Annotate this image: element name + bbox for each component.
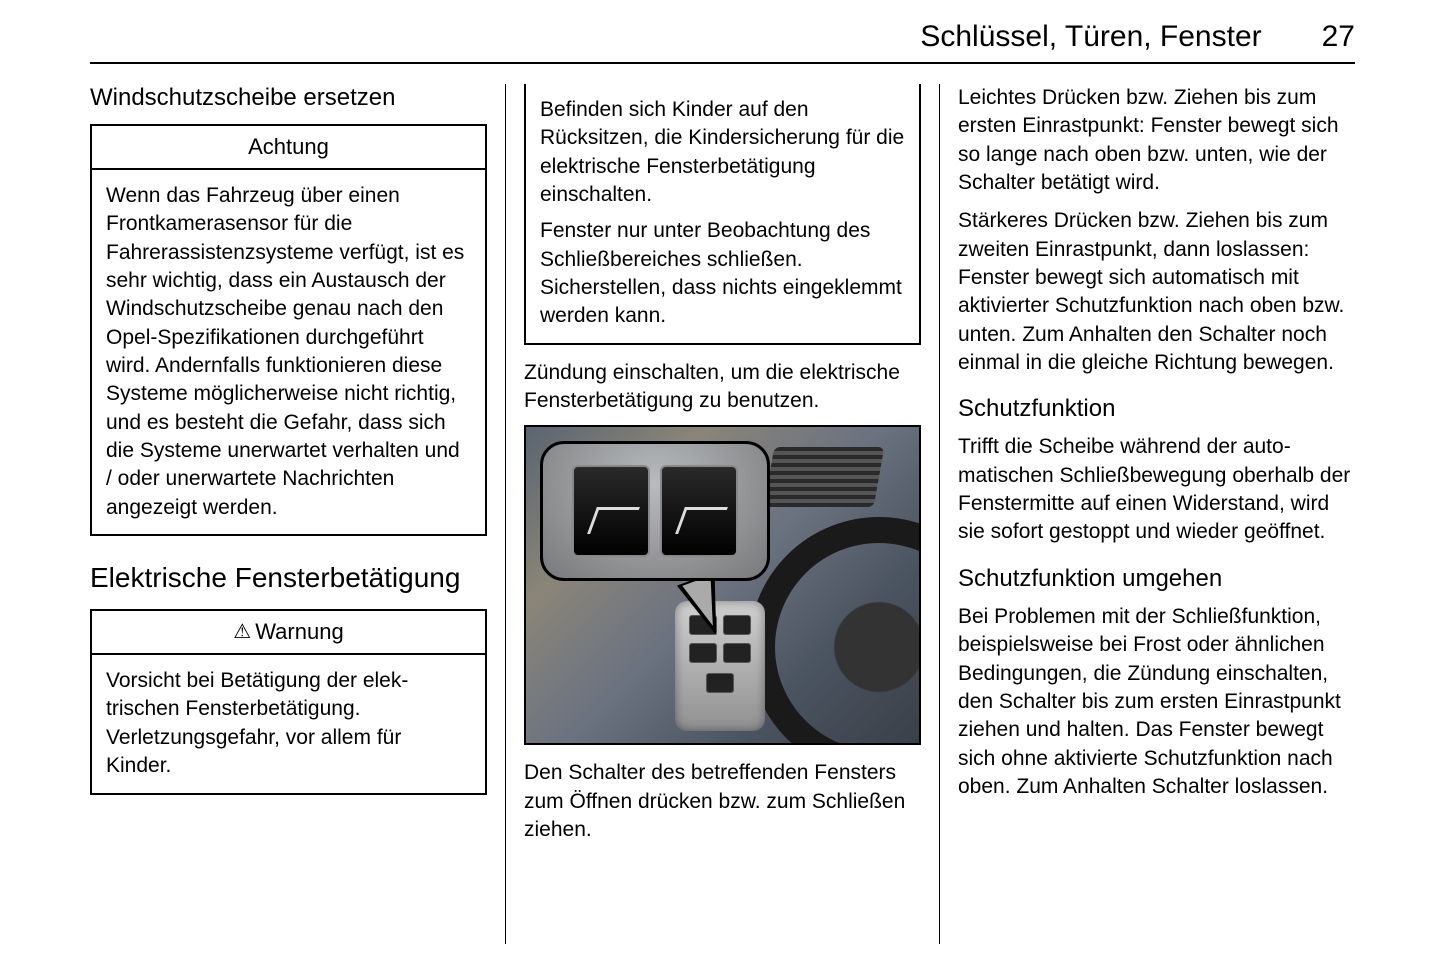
col2-para1: Zündung einschalten, um die elektri­sche… <box>524 359 921 416</box>
achtung-title: Achtung <box>92 126 485 170</box>
page-header: Schlüssel, Türen, Fenster 27 <box>90 20 1355 64</box>
column-3: Leichtes Drücken bzw. Ziehen bis zum ers… <box>940 84 1355 944</box>
warnung-text: Vorsicht bei Betätigung der elek­trische… <box>106 667 471 780</box>
h3-schutzfunktion-umgehen: Schutzfunktion umgehen <box>958 565 1355 593</box>
col3-para1: Leichtes Drücken bzw. Ziehen bis zum ers… <box>958 84 1355 197</box>
col3-para3: Trifft die Scheibe während der auto­mati… <box>958 433 1355 546</box>
warnung-cont-body: Befinden sich Kinder auf den Rücksitzen,… <box>526 84 919 343</box>
page-number: 27 <box>1322 20 1355 54</box>
door-button <box>706 673 734 693</box>
section-heading-windows: Elektrische Fensterbetätigung <box>90 560 487 595</box>
col3-para4: Bei Problemen mit der Schließfunk­tion, … <box>958 603 1355 801</box>
h3-schutzfunktion: Schutzfunktion <box>958 395 1355 423</box>
column-2: Befinden sich Kinder auf den Rücksitzen,… <box>506 84 940 944</box>
door-button <box>723 643 751 663</box>
door-button <box>689 643 717 663</box>
steering-wheel <box>749 517 921 745</box>
switch-zoom-bubble <box>540 441 770 581</box>
achtung-body: Wenn das Fahrzeug über einen Frontkamera… <box>92 170 485 534</box>
warnung-body: Vorsicht bei Betätigung der elek­trische… <box>92 655 485 792</box>
warnung-cont-p2: Fenster nur unter Beobachtung des Schlie… <box>540 217 905 330</box>
subheading-windshield: Windschutzscheibe ersetzen <box>90 84 487 112</box>
window-switch-icon <box>572 465 650 557</box>
window-switch-icon <box>660 465 738 557</box>
air-vent <box>764 447 885 507</box>
figure-caption: Den Schalter des betreffenden Fens­ters … <box>524 759 921 844</box>
warnung-callout: ⚠Warnung Vorsicht bei Betätigung der ele… <box>90 609 487 794</box>
warnung-callout-continued: Befinden sich Kinder auf den Rücksitzen,… <box>524 84 921 345</box>
achtung-callout: Achtung Wenn das Fahrzeug über einen Fro… <box>90 124 487 536</box>
window-switch-figure <box>524 425 921 745</box>
col3-para2: Stärkeres Drücken bzw. Ziehen bis zum zw… <box>958 207 1355 377</box>
header-title: Schlüssel, Türen, Fenster <box>920 20 1261 54</box>
warning-icon: ⚠ <box>233 619 251 644</box>
achtung-text: Wenn das Fahrzeug über einen Frontkamera… <box>106 182 471 522</box>
warnung-title-text: Warnung <box>255 619 343 644</box>
content-columns: Windschutzscheibe ersetzen Achtung Wenn … <box>90 84 1355 944</box>
column-1: Windschutzscheibe ersetzen Achtung Wenn … <box>90 84 506 944</box>
warnung-cont-p1: Befinden sich Kinder auf den Rücksitzen,… <box>540 96 905 209</box>
warnung-title: ⚠Warnung <box>92 611 485 655</box>
